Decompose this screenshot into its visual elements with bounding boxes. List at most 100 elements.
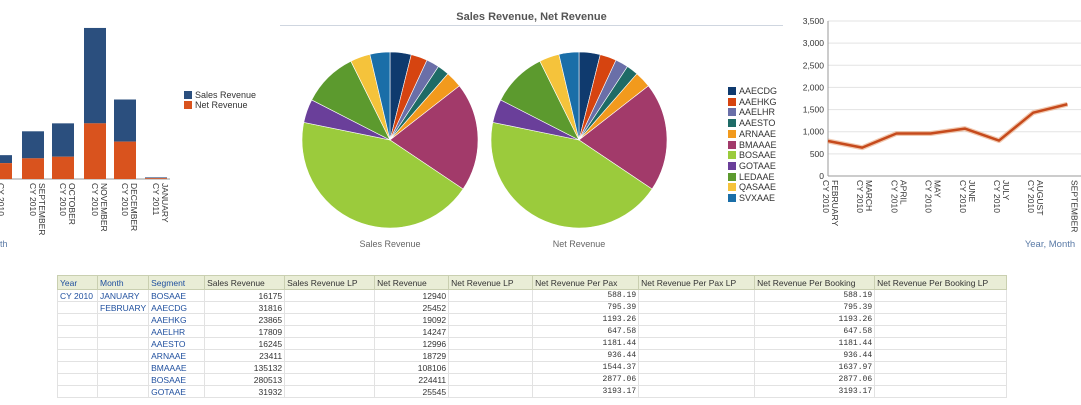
table-row: AAEHKG 23865 19092 1193.26 1193.26 [57,313,1008,326]
table-cell[interactable]: AAECDG [148,301,206,314]
bar-x-tick-label: NOVEMBER [99,183,109,232]
line-x-tick-label: MAY [933,180,943,198]
table-cell: 18729 [374,349,450,362]
legend-label: LEDAAE [739,171,775,182]
table-cell [638,325,756,338]
table-cell: 795.39 [754,301,876,314]
legend-label: BOSAAE [739,150,777,161]
table-cell [638,313,756,326]
table-cell [57,361,98,374]
table-cell [874,373,1008,386]
column-header[interactable]: Segment [148,275,206,290]
table-cell: 14247 [374,325,450,338]
bar-sales-revenue-3 [84,27,106,124]
legend-swatch [728,97,736,106]
y-tick-label: 500 [810,149,824,159]
table-cell [57,385,98,398]
table-cell[interactable]: JANUARY [96,289,150,302]
pie-slice-svxaae [558,51,580,141]
table-header-row: Year Month Segment Sales Revenue Sales Reven… [57,275,1008,290]
pie-legend-item: BMAAAE [728,140,777,150]
table-cell[interactable]: BOSAAE [148,373,206,386]
table-cell: 647.58 [532,325,640,338]
line-x-tick-label: CY 2010 [889,180,899,213]
table-cell[interactable]: BMAAAE [148,361,206,374]
bar-x-tick-label: SEPTEMBER [37,183,47,235]
table-cell[interactable]: BOSAAE [148,289,206,302]
table-cell [448,385,534,398]
column-header[interactable]: Net Revenue Per Pax LP [638,275,756,290]
table-cell [284,337,376,350]
legend-swatch [728,172,736,181]
table-cell [96,349,150,362]
table-cell[interactable]: ARNAAE [148,349,206,362]
table-cell [284,325,376,338]
bar-x-axis-title: th [0,239,8,249]
table-cell: 224411 [374,373,450,386]
pie-legend-item: AAELHR [728,107,775,117]
table-cell[interactable]: CY 2010 [57,289,98,302]
column-header[interactable]: Net Revenue Per Booking LP [874,275,1008,290]
line-x-tick-label: MARCH [864,180,874,211]
pie-legend-item: LEDAAE [728,172,775,182]
bar-net-revenue-5 [145,178,167,179]
table-cell[interactable]: AAELHR [148,325,206,338]
table-cell: 17809 [204,325,286,338]
pie-label: Sales Revenue [359,239,420,249]
pie-slice-bosaae [490,122,653,229]
legend-label: AAELHR [739,107,776,118]
column-header[interactable]: Month [96,275,150,290]
legend-label: ARNAAE [739,128,777,139]
table-row: BOSAAE 280513 224411 2877.06 2877.06 [57,373,1008,386]
column-header[interactable]: Net Revenue [374,275,450,290]
table-cell [638,385,756,398]
column-header[interactable]: Year [57,275,98,290]
bar-x-tick-label: JANUARY [160,183,170,223]
table-cell: 108106 [374,361,450,374]
pie-legend-item: SVXAAE [728,193,775,203]
legend-swatch [728,129,736,138]
legend-swatch [728,87,736,95]
table-cell [874,385,1008,398]
pie-chart-title: Sales Revenue, Net Revenue [456,11,607,23]
table-cell: 588.19 [754,289,876,302]
bar-x-tick-label: CY 2010 [28,183,38,216]
pie-legend-item: AAECDG [728,86,777,96]
column-header[interactable]: Sales Revenue [204,275,286,290]
pie-legend-item: ARNAAE [728,129,776,139]
column-header[interactable]: Sales Revenue LP [284,275,376,290]
table-cell: 12940 [374,289,450,302]
column-header[interactable]: Net Revenue LP [448,275,534,290]
table-cell [57,313,98,326]
table-cell [57,301,98,314]
legend-label: GOTAAE [739,160,776,171]
table-cell: 1637.97 [754,361,876,374]
table-row: AAESTO 16245 12996 1181.44 1181.44 [57,337,1008,350]
table-cell[interactable]: FEBRUARY [96,301,150,314]
column-header[interactable]: Net Revenue Per Pax [532,275,640,290]
pie-legend-item: QASAAE [728,182,776,192]
table-cell: 3193.17 [754,385,876,398]
table-cell[interactable]: AAESTO [148,337,206,350]
column-header[interactable]: Net Revenue Per Booking [754,275,876,290]
line-x-tick-label: CY 2010 [1026,180,1036,213]
table-row: ARNAAE 23411 18729 936.44 936.44 [57,349,1008,362]
line-x-tick-label: CY 2010 [855,180,865,213]
legend-swatch [728,108,736,117]
table-row: BMAAAE 135132 108106 1544.37 1637.97 [57,361,1008,374]
legend-label: AAESTO [739,118,776,129]
legend-label: QASAAE [739,182,777,193]
table-cell: 12996 [374,337,450,350]
table-cell[interactable]: AAEHKG [148,313,206,326]
table-row: AAELHR 17809 14247 647.58 647.58 [57,325,1008,338]
table-cell[interactable]: GOTAAE [148,385,206,398]
stacked-bar-chart: CY 2010 CY 2010 SEPTEMBER CY 2010 OCTOBER CY … [0,27,170,235]
table-cell: 936.44 [754,349,876,362]
table-cell [448,289,534,302]
bar-x-tick-label: CY 2011 [151,183,161,216]
pie-legend-item: BOSAAE [728,150,776,160]
pie-slice-bmaaae [389,85,479,190]
bar-net-revenue-2 [52,156,74,179]
bar-x-tick-label: CY 2010 [0,183,6,216]
table-cell: 588.19 [532,289,640,302]
